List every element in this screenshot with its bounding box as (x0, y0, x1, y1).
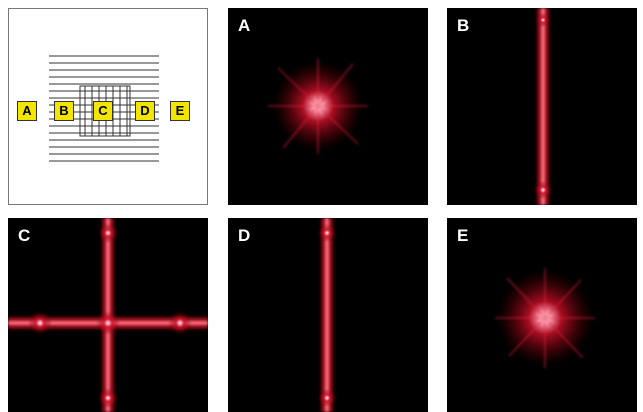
panel-label: C (18, 226, 30, 246)
panel-label: E (457, 226, 468, 246)
panel-label: D (238, 226, 250, 246)
position-label: A (17, 101, 37, 121)
position-label: B (54, 101, 74, 121)
grating-diagram: A B C D E (8, 8, 208, 205)
pattern-panel: D (228, 218, 428, 412)
position-label: D (135, 101, 155, 121)
position-label: C (93, 101, 113, 121)
figure: A B C D E A B C D E (() => { const data … (0, 0, 643, 412)
spot-pattern (228, 8, 428, 205)
pattern-panel: B (447, 8, 637, 205)
panel-label: A (238, 16, 250, 36)
cross-pattern (8, 218, 208, 412)
panel-label: B (457, 16, 469, 36)
pattern-panel: C (8, 218, 208, 412)
position-label: E (170, 101, 190, 121)
line-pattern (228, 218, 428, 412)
pattern-panel: E (447, 218, 637, 412)
line-pattern (447, 8, 637, 205)
spot-pattern (447, 218, 637, 412)
pattern-panel: A (228, 8, 428, 205)
